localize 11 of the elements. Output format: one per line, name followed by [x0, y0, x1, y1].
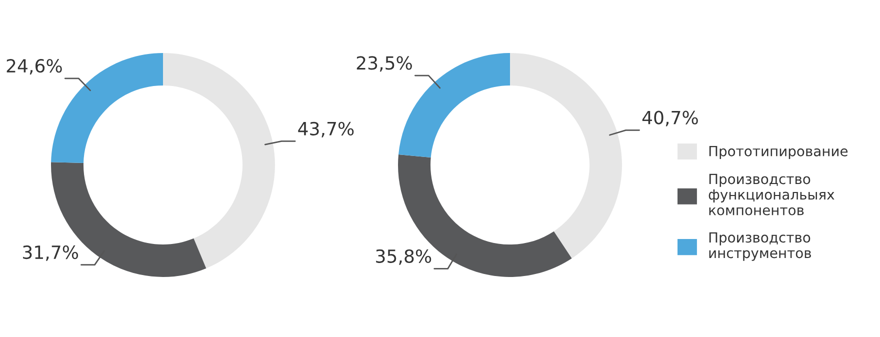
data-label: 23,5% [356, 56, 412, 72]
data-label: 35,8% [376, 249, 432, 265]
donut-slice [510, 53, 622, 258]
data-label: 24,6% [6, 59, 62, 75]
data-label: 40,7% [642, 110, 698, 126]
legend-label: Производство инструментов [709, 232, 811, 261]
donut-slice [163, 53, 275, 268]
data-label: 43,7% [298, 122, 354, 138]
data-label: 31,7% [23, 245, 78, 261]
legend-label: Прототипирование [709, 146, 848, 160]
legend-label: Производство функциональыях компонентов [708, 174, 834, 216]
